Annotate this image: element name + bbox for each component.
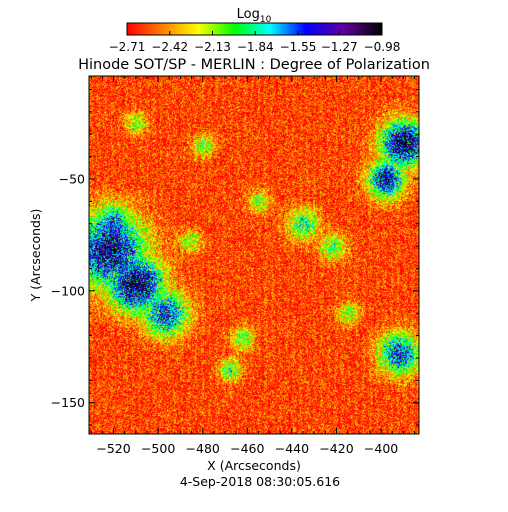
x-tick-label: −400: [364, 441, 398, 456]
chart-title: Hinode SOT/SP - MERLIN : Degree of Polar…: [78, 57, 430, 73]
plot-frame: [88, 75, 420, 435]
colorbar-gradient: [126, 22, 383, 36]
x-tick-label: −420: [319, 441, 353, 456]
x-tick-label: −460: [230, 441, 264, 456]
x-tick-label: −500: [141, 441, 175, 456]
heatmap-image: [89, 76, 419, 434]
y-tick-label: −100: [51, 283, 85, 298]
x-tick-label: −520: [96, 441, 130, 456]
colorbar-tick-label: −1.84: [237, 40, 274, 54]
colorbar-tick-label: −2.42: [151, 40, 188, 54]
colorbar-tick-label: −2.71: [109, 40, 146, 54]
y-tick-label: −50: [59, 171, 85, 186]
x-axis-label: X (Arcseconds): [207, 458, 301, 473]
y-axis-ticks: −50 −100 −150: [51, 88, 419, 426]
colorbar-ticks: −2.71 −2.42 −2.13 −1.84 −1.55 −1.27 −0.98: [109, 31, 401, 54]
y-axis-label: Y (Arcseconds): [28, 209, 43, 303]
x-tick-label: −440: [275, 441, 309, 456]
colorbar-tick-label: −1.55: [280, 40, 317, 54]
colorbar-tick-label: −1.27: [321, 40, 358, 54]
colorbar-tick-label: −2.13: [194, 40, 231, 54]
x-tick-label: −480: [186, 441, 220, 456]
colorbar: Log10 −2.71 −2.42 −2.13 −1.84 −1.55 −1.27 −0.9…: [109, 7, 401, 54]
y-tick-label: −150: [51, 395, 85, 410]
colorbar-tick-label: −0.98: [364, 40, 401, 54]
timestamp: 4-Sep-2018 08:30:05.616: [180, 474, 340, 489]
x-axis-ticks: −520 −500 −480 −460 −440 −420 −400: [90, 76, 416, 456]
colorbar-label: Log10: [237, 7, 272, 25]
